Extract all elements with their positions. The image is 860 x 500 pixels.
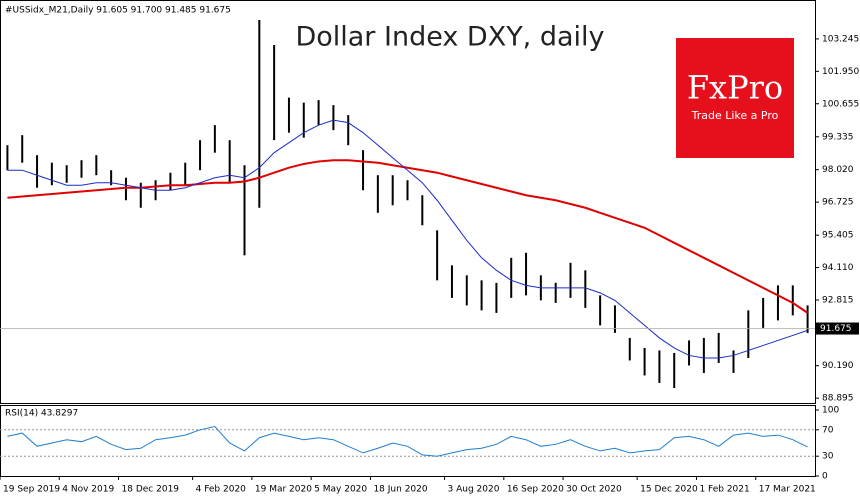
x-tick-label: 16 Sep 2020 (507, 485, 564, 495)
x-tick-label: 3 Aug 2020 (448, 485, 500, 495)
rsi-tick-label: 30 (822, 452, 834, 462)
rsi-label: RSI(14) 43.8297 (5, 409, 78, 419)
y-tick-label: 100.655 (822, 99, 859, 109)
logo-tagline: Trade Like a Pro (691, 109, 779, 122)
x-tick-label: 4 Feb 2020 (196, 485, 247, 495)
rsi-frame (0, 405, 816, 477)
y-tick-label: 90.190 (822, 361, 854, 371)
x-tick-label: 1 Feb 2021 (699, 485, 749, 495)
y-tick-label: 95.405 (822, 231, 854, 241)
x-tick-label: 19 Sep 2019 (3, 485, 60, 495)
chart-title: Dollar Index DXY, daily (295, 22, 604, 53)
logo-box (676, 38, 794, 158)
rsi-tick-label: 0 (822, 472, 828, 482)
y-tick-label: 94.110 (822, 263, 854, 273)
moving-average (7, 119, 808, 359)
x-tick-label: 15 Dec 2020 (640, 485, 698, 495)
x-tick-label: 17 Mar 2021 (759, 485, 816, 495)
x-tick-label: 18 Dec 2019 (122, 485, 180, 495)
y-tick-label: 88.895 (822, 394, 854, 404)
y-tick-label: 99.335 (822, 132, 854, 142)
last-price-label: 91.675 (820, 324, 852, 334)
last-price-box (816, 322, 859, 335)
y-tick-label: 101.950 (822, 67, 859, 77)
y-tick-label: 103.245 (822, 34, 859, 44)
x-tick-label: 19 Mar 2020 (255, 485, 312, 495)
rsi-tick-label: 70 (822, 425, 834, 435)
x-tick-label: 30 Oct 2020 (566, 485, 622, 495)
logo-name: FxPro (687, 69, 783, 107)
rsi-tick-label: 100 (822, 406, 839, 416)
rsi-line (7, 425, 808, 457)
header: #USSidx_M21,Daily 91.605 91.700 91.485 9… (5, 6, 231, 16)
x-tick-label: 5 May 2020 (314, 485, 367, 495)
x-tick-label: 4 Nov 2019 (62, 485, 114, 495)
y-tick-label: 92.815 (822, 295, 854, 305)
y-tick-label: 96.725 (822, 198, 854, 208)
y-tick-label: 98.020 (822, 165, 854, 175)
x-tick-label: 18 Jun 2020 (373, 485, 427, 495)
